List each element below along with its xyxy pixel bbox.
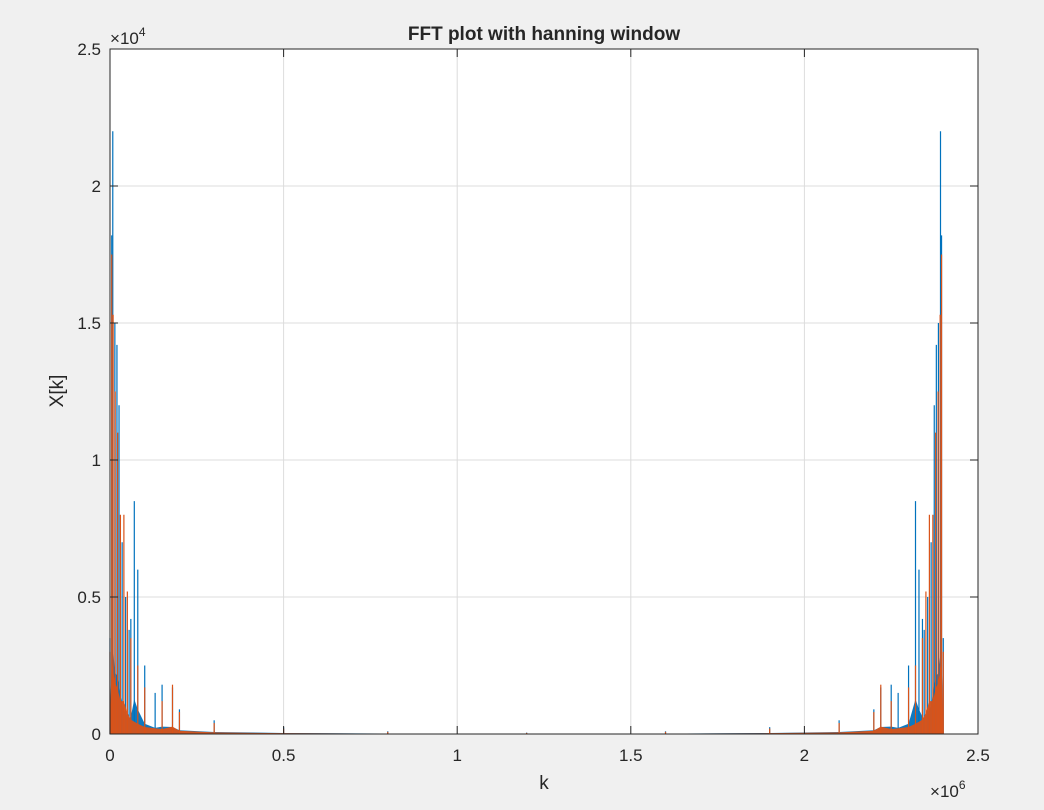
svg-text:×104: ×104 [110, 25, 146, 48]
series-2 [109, 254, 944, 734]
x-tick-label: 0.5 [272, 746, 296, 765]
plot-area [110, 49, 978, 734]
grid-x [283, 49, 805, 734]
series-layer [109, 131, 944, 734]
y-tick-label: 1.5 [77, 314, 101, 333]
y-tick-labels: 0 0.5 1 1.5 2 2.5 [77, 40, 101, 744]
x-tick-label: 1 [452, 746, 461, 765]
x-tick-label: 2 [800, 746, 809, 765]
grid-y [110, 185, 978, 598]
x-tick-labels: 0 0.5 1 1.5 2 2.5 [105, 746, 990, 765]
x-exponent-label: ×106 [930, 778, 966, 801]
y-axis-label: X[k] [47, 375, 68, 408]
y-tick-label: 2 [92, 177, 101, 196]
chart-title: FFT plot with hanning window [408, 24, 680, 45]
x-tick-label: 2.5 [966, 746, 990, 765]
y-tick-label: 0.5 [77, 588, 101, 607]
ticks-y [110, 48, 978, 735]
y-tick-label: 0 [92, 725, 101, 744]
x-tick-label: 0 [105, 746, 114, 765]
x-tick-label: 1.5 [619, 746, 643, 765]
y-exponent-label: ×104 [110, 25, 146, 48]
axes-box [109, 48, 979, 735]
y-tick-label: 2.5 [77, 40, 101, 59]
y-tick-label: 1 [92, 451, 101, 470]
ticks-x [109, 49, 979, 734]
svg-text:×106: ×106 [930, 778, 966, 801]
x-axis-label: k [539, 773, 549, 794]
